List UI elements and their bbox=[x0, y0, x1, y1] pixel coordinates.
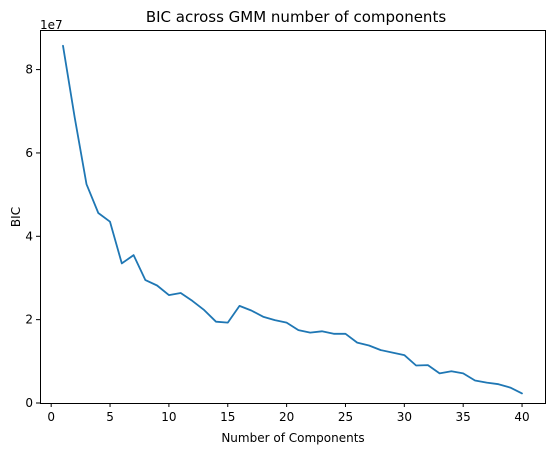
y-tick-label: 2 bbox=[25, 313, 33, 327]
x-tick-label: 35 bbox=[456, 410, 471, 424]
chart-title: BIC across GMM number of components bbox=[146, 8, 446, 26]
series-line bbox=[62, 44, 523, 395]
y-tick-label: 0 bbox=[25, 396, 33, 410]
x-axis-ticks: 0 5 10 15 20 25 30 35 40 bbox=[47, 403, 530, 424]
x-tick-label: 30 bbox=[397, 410, 412, 424]
plot-area bbox=[40, 30, 546, 404]
y-axis-label: BIC bbox=[9, 207, 23, 227]
x-tick-label: 40 bbox=[514, 410, 529, 424]
y-offset-label: 1e7 bbox=[40, 18, 63, 32]
y-tick-label: 8 bbox=[25, 63, 33, 77]
x-tick-label: 0 bbox=[47, 410, 55, 424]
x-tick-label: 20 bbox=[279, 410, 294, 424]
x-axis-label: Number of Components bbox=[221, 431, 364, 445]
x-tick-label: 15 bbox=[220, 410, 235, 424]
x-tick-label: 25 bbox=[338, 410, 353, 424]
y-tick-label: 4 bbox=[25, 229, 33, 243]
x-tick-label: 5 bbox=[106, 410, 114, 424]
y-axis-ticks: 0 2 4 6 8 bbox=[25, 63, 40, 410]
y-tick-label: 6 bbox=[25, 146, 33, 160]
x-tick-label: 10 bbox=[161, 410, 176, 424]
